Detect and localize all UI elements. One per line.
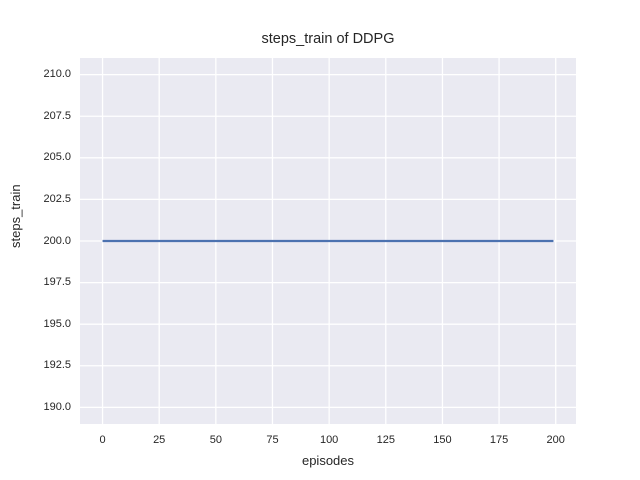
x-tick-label: 75 (266, 434, 279, 446)
y-tick-label: 192.5 (43, 359, 71, 372)
y-tick-label: 195.0 (43, 317, 71, 330)
y-tick-label: 207.5 (43, 109, 71, 122)
y-tick-label: 202.5 (43, 192, 71, 205)
x-tick-label: 200 (546, 434, 565, 446)
x-tick-label: 175 (489, 434, 509, 446)
x-tick-label: 150 (433, 434, 452, 446)
y-tick-label: 197.5 (43, 276, 71, 289)
chart-title: steps_train of DDPG (261, 31, 395, 47)
x-tick-label: 25 (153, 434, 166, 446)
y-tick-label: 190.0 (43, 400, 71, 413)
x-tick-label: 125 (376, 434, 395, 446)
x-axis-label: episodes (301, 453, 355, 468)
x-tick-label: 0 (99, 434, 106, 446)
y-tick-label: 210.0 (43, 68, 71, 81)
x-tick-label: 100 (319, 434, 339, 446)
y-tick-label: 200.0 (43, 234, 71, 247)
x-tick-label: 50 (209, 434, 222, 446)
y-tick-label: 205.0 (43, 151, 71, 164)
